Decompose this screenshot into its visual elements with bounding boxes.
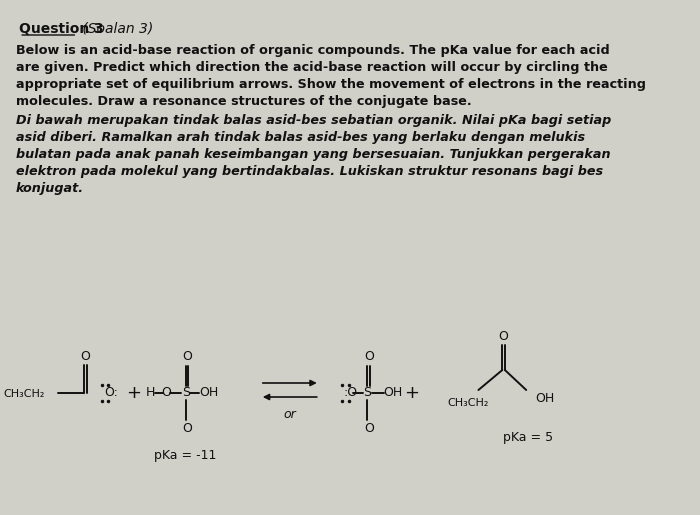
Text: bulatan pada anak panah keseimbangan yang bersesuaian. Tunjukkan pergerakan: bulatan pada anak panah keseimbangan yan… [16, 148, 610, 161]
Text: CH₃CH₂: CH₃CH₂ [447, 398, 489, 408]
Text: asid diberi. Ramalkan arah tindak balas asid-bes yang berlaku dengan melukis: asid diberi. Ramalkan arah tindak balas … [16, 131, 585, 144]
Text: Question 3: Question 3 [19, 22, 104, 36]
Text: appropriate set of equilibrium arrows. Show the movement of electrons in the rea: appropriate set of equilibrium arrows. S… [16, 78, 646, 91]
Text: O: O [498, 330, 508, 342]
Text: :O: :O [344, 386, 358, 400]
Text: O: O [364, 351, 374, 364]
Text: pKa = 5: pKa = 5 [503, 432, 553, 444]
Text: molecules. Draw a resonance structures of the conjugate base.: molecules. Draw a resonance structures o… [16, 95, 471, 108]
Text: konjugat.: konjugat. [16, 182, 84, 195]
Text: Di bawah merupakan tindak balas asid-bes sebatian organik. Nilai pKa bagi setiap: Di bawah merupakan tindak balas asid-bes… [16, 114, 611, 127]
Text: O: O [182, 422, 192, 436]
Text: S: S [363, 386, 372, 400]
Text: pKa = -11: pKa = -11 [153, 449, 216, 461]
Text: O: O [80, 351, 90, 364]
Text: +: + [405, 384, 419, 402]
Text: or: or [284, 408, 296, 421]
Text: OH: OH [384, 386, 402, 400]
Text: Below is an acid-base reaction of organic compounds. The pKa value for each acid: Below is an acid-base reaction of organi… [16, 44, 610, 57]
Text: O: O [161, 386, 171, 400]
Text: O: O [364, 422, 374, 436]
Text: OH: OH [535, 391, 554, 404]
Text: (Soalan 3): (Soalan 3) [78, 22, 153, 36]
Text: H: H [146, 386, 155, 400]
Text: OH: OH [199, 386, 218, 400]
Text: are given. Predict which direction the acid-base reaction will occur by circling: are given. Predict which direction the a… [16, 61, 608, 74]
Text: O:: O: [104, 386, 118, 400]
Text: elektron pada molekul yang bertindakbalas. Lukiskan struktur resonans bagi bes: elektron pada molekul yang bertindakbala… [16, 165, 603, 178]
Text: +: + [126, 384, 141, 402]
Text: S: S [182, 386, 190, 400]
Text: O: O [182, 351, 192, 364]
Text: CH₃CH₂: CH₃CH₂ [4, 389, 45, 399]
